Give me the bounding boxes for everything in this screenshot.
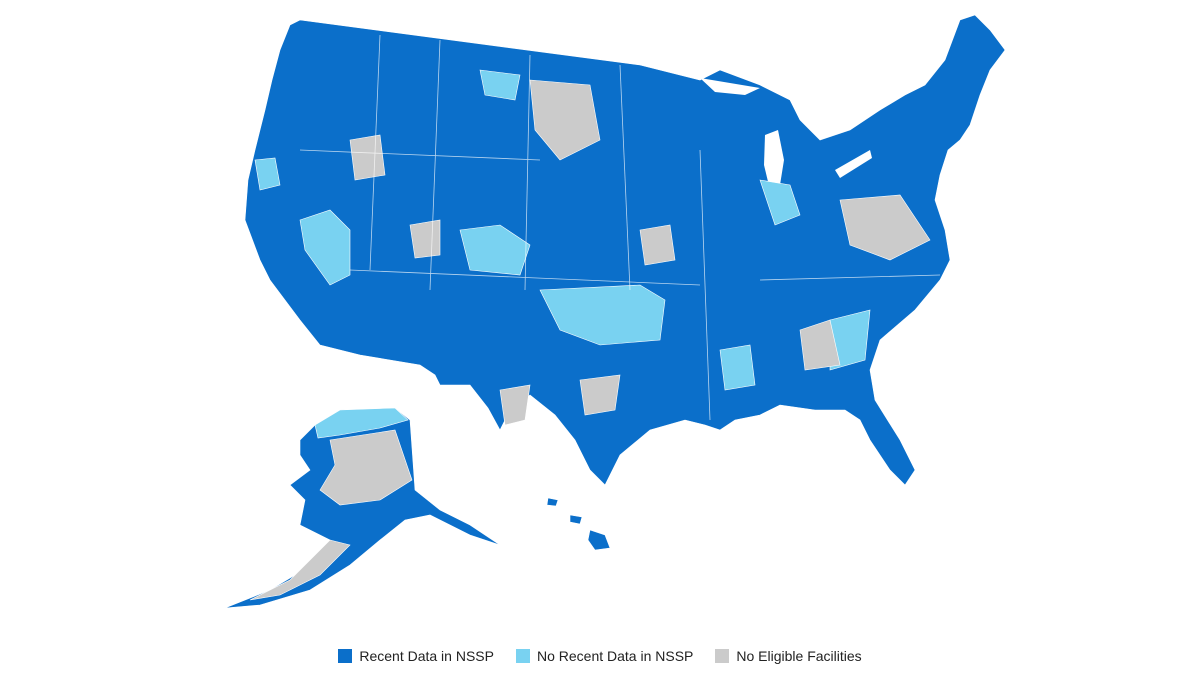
legend: Recent Data in NSSP No Recent Data in NSS… bbox=[0, 648, 1200, 664]
alaska bbox=[224, 407, 501, 609]
legend-swatch bbox=[515, 649, 530, 663]
legend-label: No Recent Data in NSSP bbox=[536, 648, 694, 664]
legend-swatch bbox=[338, 649, 353, 663]
hawaii bbox=[546, 497, 559, 507]
lake-superior bbox=[700, 78, 760, 95]
no-recent-region bbox=[254, 157, 281, 191]
legend-item: No Eligible Facilities bbox=[715, 648, 862, 664]
no-recent-region bbox=[759, 179, 801, 226]
no-facility-region bbox=[799, 319, 841, 371]
no-facility-region bbox=[579, 374, 621, 416]
no-facility-region bbox=[409, 219, 441, 259]
border bbox=[699, 149, 711, 421]
no-recent-region bbox=[539, 284, 666, 346]
hawaii bbox=[569, 514, 583, 525]
no-recent-region bbox=[479, 69, 521, 101]
no-facility-region bbox=[839, 194, 931, 261]
no-facility-region bbox=[349, 134, 386, 181]
no-recent-region bbox=[459, 224, 531, 276]
border bbox=[299, 149, 541, 161]
legend-label: Recent Data in NSSP bbox=[359, 648, 494, 664]
no-facility-region bbox=[499, 384, 531, 426]
border bbox=[349, 269, 701, 286]
legend-swatch bbox=[715, 649, 730, 663]
lake-michigan bbox=[764, 130, 784, 190]
no-facility-region bbox=[529, 79, 601, 161]
us-county-map bbox=[224, 14, 1006, 609]
state-borders bbox=[299, 34, 941, 421]
legend-label: No Eligible Facilities bbox=[736, 648, 862, 664]
border bbox=[619, 64, 631, 291]
hawaii bbox=[587, 529, 611, 551]
lake-erie bbox=[835, 150, 872, 178]
alaska-interior bbox=[319, 429, 413, 506]
border bbox=[524, 54, 531, 291]
alaska-peninsula bbox=[249, 539, 351, 601]
no-recent-region bbox=[299, 209, 351, 286]
border bbox=[429, 39, 441, 291]
border bbox=[759, 274, 941, 281]
alaska-north bbox=[314, 407, 409, 439]
legend-item: Recent Data in NSSP bbox=[338, 648, 494, 664]
no-recent-region bbox=[719, 344, 756, 391]
legend-item: No Recent Data in NSSP bbox=[515, 648, 694, 664]
no-facility-region bbox=[639, 224, 676, 266]
border bbox=[369, 34, 381, 271]
